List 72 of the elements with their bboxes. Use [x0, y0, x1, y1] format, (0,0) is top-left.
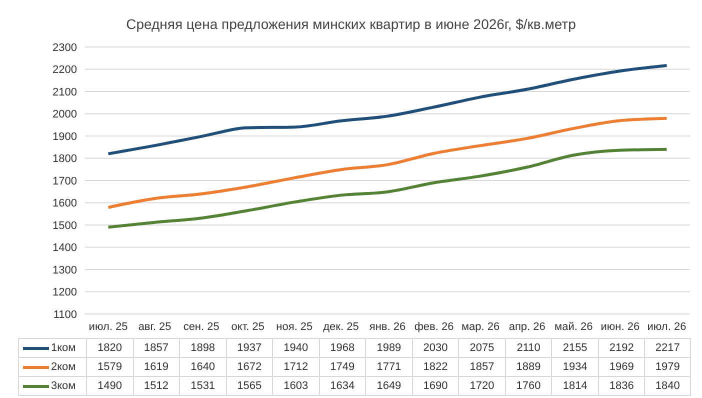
- x-tick-label: июн. 26: [600, 320, 640, 333]
- data-label: 1512: [132, 377, 180, 395]
- data-label: 1579: [86, 358, 133, 376]
- data-label: 1565: [226, 377, 272, 395]
- y-tick-label: 2000: [52, 108, 77, 121]
- data-label: 1969: [598, 358, 644, 376]
- y-tick-label: 1200: [52, 286, 77, 299]
- data-label: 1749: [318, 358, 366, 376]
- data-label: 1836: [598, 377, 644, 395]
- x-tick-label: апр. 26: [508, 320, 546, 333]
- y-tick-label: 1700: [52, 175, 77, 188]
- data-label: 2217: [644, 339, 691, 357]
- x-tick-label: май. 26: [554, 320, 593, 333]
- data-label: 1898: [179, 339, 226, 357]
- data-label: 1640: [179, 358, 226, 376]
- data-label: 1690: [412, 377, 458, 395]
- x-tick-label: янв. 26: [369, 320, 406, 333]
- y-tick-label: 1300: [52, 264, 77, 276]
- data-label: 1840: [644, 377, 691, 395]
- data-label: 1934: [551, 358, 598, 376]
- line-series: [106, 116, 668, 209]
- x-tick-label: фев. 26: [414, 320, 454, 333]
- data-label: 2110: [504, 339, 552, 357]
- line-series: [106, 64, 668, 156]
- y-tick-label: 1500: [52, 220, 77, 232]
- data-label: 2192: [598, 339, 644, 357]
- data-label: 1720: [458, 377, 505, 395]
- x-tick-label: мар. 26: [462, 320, 500, 333]
- data-label: 1634: [318, 377, 366, 395]
- data-label: 1857: [132, 339, 180, 357]
- line-series: [106, 148, 668, 229]
- y-tick-label: 1400: [52, 242, 77, 254]
- legend-label: 3ком: [51, 380, 76, 392]
- x-tick-label: июл. 26: [647, 320, 686, 333]
- y-tick-label: 2300: [52, 42, 77, 54]
- data-label: 1857: [458, 358, 505, 376]
- data-label: 1814: [551, 377, 598, 395]
- data-label: 1889: [504, 358, 552, 376]
- data-label: 2155: [551, 339, 598, 357]
- data-label: 1619: [132, 358, 180, 376]
- data-label: 1649: [365, 377, 412, 395]
- y-tick-label: 1800: [52, 153, 77, 166]
- data-label: 1672: [226, 358, 272, 376]
- data-label: 1820: [86, 339, 133, 357]
- data-label: 1979: [644, 358, 691, 376]
- data-label: 1937: [226, 339, 272, 357]
- legend-label: 2ком: [51, 361, 76, 373]
- y-tick-label: 1100: [53, 308, 77, 321]
- data-label: 2030: [412, 339, 458, 357]
- data-label: 1989: [365, 339, 412, 357]
- x-tick-label: окт. 25: [231, 320, 264, 333]
- y-tick-label: 2100: [52, 86, 77, 98]
- x-tick-label: июл. 25: [88, 320, 128, 333]
- data-label: 1760: [504, 377, 552, 395]
- data-label: 1968: [318, 339, 366, 357]
- x-tick-label: ноя. 25: [276, 320, 313, 333]
- data-label: 1531: [179, 377, 226, 395]
- x-tick-label: сен. 25: [183, 320, 220, 333]
- data-label: 1712: [272, 358, 319, 376]
- y-tick-label: 2200: [52, 64, 77, 76]
- data-label: 1490: [86, 377, 133, 395]
- y-tick-label: 1900: [52, 130, 77, 143]
- y-tick-label: 1600: [52, 198, 77, 210]
- data-label: 1940: [272, 339, 319, 357]
- x-tick-label: авг. 25: [138, 320, 172, 333]
- chart-title: Средняя цена предложения минских квартир в июне 2026г, $/кв.метр: [125, 16, 577, 32]
- data-label: 1771: [365, 358, 412, 376]
- legend-label: 1ком: [51, 342, 76, 354]
- data-label: 2075: [458, 339, 505, 357]
- x-tick-label: дек. 25: [323, 320, 359, 333]
- data-label: 1603: [272, 377, 319, 395]
- data-label: 1822: [412, 358, 458, 376]
